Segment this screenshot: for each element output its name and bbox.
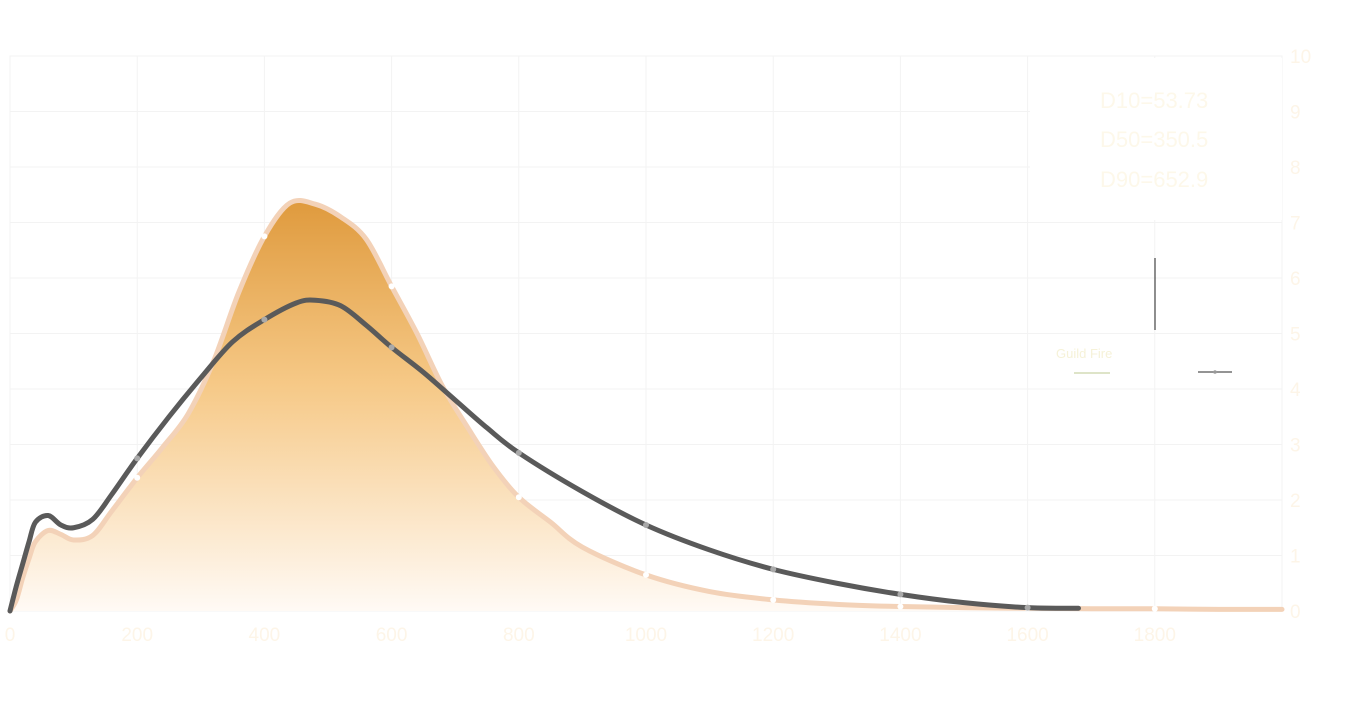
series-1-marker-3 bbox=[515, 494, 522, 501]
y-tick-label-3: 3 bbox=[1290, 436, 1301, 457]
x-tick-label-1: 200 bbox=[121, 625, 153, 646]
y-tick-label-0: 0 bbox=[1290, 602, 1301, 623]
stat-d10: D10=53.73 bbox=[1100, 88, 1208, 113]
stat-d90: D90=652.9 bbox=[1100, 167, 1208, 192]
series-1-marker-6 bbox=[897, 603, 904, 610]
series-1-marker-8 bbox=[1151, 605, 1158, 612]
series-2-line bbox=[7, 297, 1081, 614]
y-tick-label-8: 8 bbox=[1290, 158, 1301, 179]
y-tick-label-5: 5 bbox=[1290, 325, 1301, 346]
series-layer bbox=[7, 197, 1285, 614]
series-1-marker-2 bbox=[388, 283, 395, 290]
y-axis-ticks: 0 1 2 3 4 5 6 7 8 9 10 bbox=[1290, 47, 1311, 623]
x-tick-label-3: 600 bbox=[376, 625, 408, 646]
series-1-line bbox=[7, 197, 1285, 614]
legend: Guild Fire bbox=[1056, 258, 1232, 374]
series-1-marker-1 bbox=[261, 233, 268, 240]
y-tick-label-7: 7 bbox=[1290, 214, 1301, 235]
x-tick-label-0: 0 bbox=[5, 625, 16, 646]
y-tick-label-10: 10 bbox=[1290, 47, 1311, 68]
x-tick-label-6: 1200 bbox=[752, 625, 794, 646]
x-tick-label-5: 1000 bbox=[625, 625, 667, 646]
series-2-marker-6 bbox=[897, 591, 904, 598]
x-tick-label-4: 800 bbox=[503, 625, 535, 646]
series-2-marker-2 bbox=[388, 344, 395, 351]
stat-d50: D50=350.5 bbox=[1100, 127, 1208, 152]
series-1-marker-4 bbox=[643, 571, 649, 578]
legend-swatch-series-2-marker bbox=[1213, 370, 1217, 374]
x-tick-label-8: 1600 bbox=[1006, 625, 1048, 646]
stats-panel: D10=53.73 D50=350.5 D90=652.9 bbox=[1030, 58, 1282, 220]
y-tick-label-9: 9 bbox=[1290, 103, 1301, 124]
stats-panel-background bbox=[1030, 58, 1282, 220]
x-axis-ticks: 0 200 400 600 800 1000 1200 1400 1600 1800 bbox=[5, 625, 1176, 646]
series-1-marker-5 bbox=[770, 596, 777, 603]
series-1-marker-0 bbox=[134, 474, 141, 481]
series-2-marker-7 bbox=[1024, 604, 1031, 611]
y-tick-label-1: 1 bbox=[1290, 547, 1301, 568]
y-tick-label-2: 2 bbox=[1290, 491, 1301, 512]
x-tick-label-9: 1800 bbox=[1134, 625, 1176, 646]
x-tick-label-7: 1400 bbox=[879, 625, 921, 646]
x-tick-label-2: 400 bbox=[249, 625, 281, 646]
legend-label-series-1: Guild Fire bbox=[1056, 346, 1112, 361]
series-2-marker-3 bbox=[515, 449, 522, 456]
series-2-marker-1 bbox=[261, 316, 268, 323]
y-tick-label-4: 4 bbox=[1290, 380, 1301, 401]
series-2-marker-4 bbox=[643, 521, 649, 528]
y-tick-label-6: 6 bbox=[1290, 269, 1301, 290]
series-2-marker-0 bbox=[134, 455, 141, 462]
series-2-marker-5 bbox=[770, 566, 777, 573]
